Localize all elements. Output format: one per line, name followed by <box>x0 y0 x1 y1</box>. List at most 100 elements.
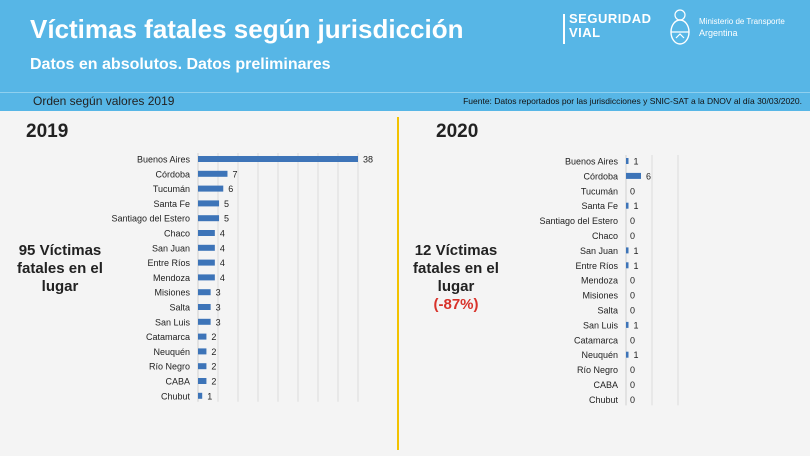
sort-note: Orden según valores 2019 <box>33 94 175 108</box>
info-bar: Orden según valores 2019 Fuente: Datos r… <box>0 92 810 111</box>
bar <box>198 363 207 370</box>
brand-line1: SEGURIDAD <box>569 11 652 26</box>
value-label: 0 <box>630 306 635 316</box>
value-label: 1 <box>634 320 639 330</box>
value-label: 0 <box>630 335 635 345</box>
category-label: Tucumán <box>581 186 618 196</box>
bar <box>198 230 215 236</box>
bar <box>198 259 215 266</box>
value-label: 2 <box>211 362 216 372</box>
value-label: 0 <box>630 186 635 196</box>
bar <box>198 156 358 162</box>
category-label: Entre Ríos <box>147 258 190 268</box>
category-label: Tucumán <box>153 184 190 194</box>
category-label: Río Negro <box>149 362 190 372</box>
category-label: Santa Fe <box>153 199 190 209</box>
category-label: CABA <box>165 377 190 387</box>
value-label: 5 <box>224 214 229 224</box>
category-label: Santa Fe <box>581 201 618 211</box>
bar <box>198 378 207 384</box>
summary-2020-line3: lugar <box>437 278 475 295</box>
category-label: Córdoba <box>583 171 618 181</box>
value-label: 38 <box>363 155 373 165</box>
page-title: Víctimas fatales según jurisdicción <box>30 14 464 44</box>
bar <box>626 321 629 328</box>
value-label: 1 <box>634 261 639 271</box>
value-label: 6 <box>228 184 233 194</box>
category-label: San Juan <box>580 246 618 256</box>
value-label: 2 <box>211 347 216 357</box>
value-label: 4 <box>220 273 225 283</box>
category-label: Entre Ríos <box>575 261 618 271</box>
category-label: Santiago del Estero <box>539 216 618 226</box>
category-label: Santiago del Estero <box>111 214 190 224</box>
bar <box>198 244 215 251</box>
value-label: 3 <box>216 317 221 327</box>
bar <box>198 348 207 355</box>
summary-2020-line2: fatales en el <box>413 260 499 277</box>
value-label: 1 <box>634 246 639 256</box>
category-label: Mendoza <box>581 276 618 286</box>
bar <box>198 392 203 399</box>
category-label: Chubut <box>161 391 191 401</box>
value-label: 5 <box>224 199 229 209</box>
brand-line2: VIAL <box>569 25 601 40</box>
header-banner: Víctimas fatales según jurisdicción Dato… <box>0 0 810 92</box>
value-label: 4 <box>220 258 225 268</box>
value-label: 6 <box>646 171 651 181</box>
value-label: 0 <box>630 380 635 390</box>
year-2020-heading: 2020 <box>436 121 479 142</box>
value-label: 1 <box>207 391 212 401</box>
category-label: Misiones <box>154 288 190 298</box>
category-label: Chubut <box>589 395 619 405</box>
category-label: CABA <box>593 380 618 390</box>
value-label: 2 <box>211 332 216 342</box>
year-2019-heading: 2019 <box>26 121 69 142</box>
bar <box>626 172 641 179</box>
seguridad-vial-logo: SEGURIDAD VIAL <box>569 12 652 40</box>
bar <box>198 333 207 340</box>
category-label: Río Negro <box>577 365 618 375</box>
value-label: 0 <box>630 231 635 241</box>
bar <box>198 274 215 281</box>
summary-2019-line3: lugar <box>41 278 79 295</box>
value-label: 0 <box>630 276 635 286</box>
country-name: Argentina <box>699 28 738 38</box>
value-label: 0 <box>630 216 635 226</box>
value-label: 2 <box>211 377 216 387</box>
change-percentage: (-87%) <box>433 296 479 313</box>
panel-divider <box>397 117 399 450</box>
source-note: Fuente: Datos reportados por las jurisdi… <box>463 96 802 106</box>
value-label: 3 <box>216 303 221 313</box>
bar <box>198 289 211 296</box>
summary-2019: 95 Víctimas fatales en el lugar <box>10 242 110 296</box>
bar <box>198 304 211 310</box>
bar <box>198 185 224 192</box>
category-label: Catamarca <box>574 335 618 345</box>
value-label: 0 <box>630 395 635 405</box>
bar <box>626 262 629 269</box>
category-label: San Luis <box>583 320 619 330</box>
category-label: Salta <box>597 306 618 316</box>
value-label: 1 <box>634 350 639 360</box>
bar <box>198 200 220 207</box>
category-label: San Luis <box>155 317 191 327</box>
value-label: 1 <box>634 201 639 211</box>
page-subtitle: Datos en absolutos. Datos preliminares <box>30 56 331 73</box>
brand-separator <box>563 14 565 44</box>
value-label: 0 <box>630 291 635 301</box>
category-label: Buenos Aires <box>565 157 619 167</box>
value-label: 4 <box>220 243 225 253</box>
category-label: Buenos Aires <box>137 155 191 165</box>
summary-2020-line1: 12 Víctimas <box>414 242 498 259</box>
category-label: San Juan <box>152 243 190 253</box>
category-label: Salta <box>169 303 190 313</box>
bar <box>626 158 629 164</box>
bar <box>626 351 629 358</box>
value-label: 7 <box>232 169 237 179</box>
category-label: Córdoba <box>155 169 190 179</box>
category-label: Chaco <box>592 231 618 241</box>
coat-of-arms-icon <box>670 9 690 45</box>
